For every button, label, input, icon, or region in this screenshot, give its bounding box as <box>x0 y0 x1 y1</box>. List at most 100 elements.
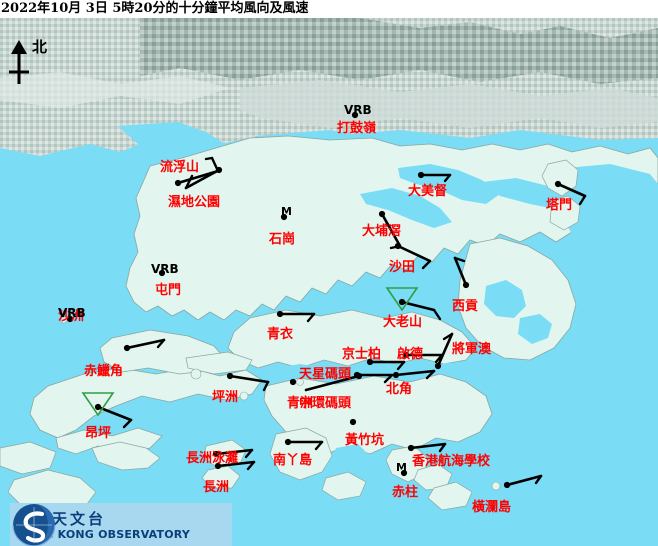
high-station-triangle-icon <box>385 287 419 312</box>
mountain-tag: M <box>281 206 292 217</box>
station-name-label: 黃竹坑 <box>345 433 385 448</box>
station-28[interactable]: 長洲 <box>203 481 229 494</box>
station-3[interactable]: 濕地公園 <box>168 196 220 209</box>
station-21[interactable]: 青洲 <box>287 397 313 410</box>
station-5[interactable]: 大美督 <box>408 185 447 198</box>
station-24[interactable]: 黃竹坑 <box>345 434 384 447</box>
station-17[interactable]: 將軍澳 <box>452 343 491 356</box>
station-15[interactable]: 京士柏 <box>342 348 381 361</box>
station-30[interactable]: 橫瀾島 <box>472 501 511 514</box>
station-13[interactable]: 青衣 <box>267 328 293 341</box>
wind-barb <box>304 374 361 392</box>
station-dot[interactable] <box>123 344 131 352</box>
station-29[interactable]: 赤柱 <box>392 486 418 499</box>
station-name-label: 大埔滘 <box>362 224 402 239</box>
station-dot[interactable] <box>417 171 425 179</box>
station-dot[interactable] <box>394 242 402 250</box>
wind-barb <box>286 440 324 451</box>
station-dot[interactable] <box>94 403 102 411</box>
station-name-label: 赤鱲角 <box>84 364 124 379</box>
station-1[interactable]: 打鼓嶺 <box>337 122 376 135</box>
station-dot[interactable] <box>214 462 222 470</box>
wind-barb <box>505 474 543 487</box>
station-dot[interactable] <box>402 351 410 359</box>
station-name-label: 大老山 <box>383 315 423 330</box>
station-11[interactable]: 西貢 <box>452 300 478 313</box>
station-name-label: 京士柏 <box>342 347 382 362</box>
wind-barb-layer <box>66 111 587 489</box>
station-dot[interactable] <box>407 444 415 452</box>
north-arrow: 北 <box>6 40 62 88</box>
station-name-label: 石崗 <box>269 232 296 247</box>
wind-barb <box>453 256 468 287</box>
station-27[interactable]: 香港航海學校 <box>412 455 490 468</box>
vrb-tag: VRB <box>151 263 179 275</box>
station-7[interactable]: 大埔滘 <box>362 225 401 238</box>
station-dot[interactable] <box>66 315 74 323</box>
station-dot[interactable] <box>158 269 166 277</box>
station-name-label: 長洲泳灘 <box>186 451 239 466</box>
station-name-label: 沙田 <box>389 260 416 275</box>
wind-barb <box>214 448 254 459</box>
station-name-label: 青洲 <box>287 396 314 411</box>
station-dot[interactable] <box>355 372 363 380</box>
station-dot[interactable] <box>462 281 470 289</box>
station-6[interactable]: 塔門 <box>546 199 572 212</box>
station-22[interactable]: 坪洲 <box>212 391 238 404</box>
station-dot[interactable] <box>212 450 220 458</box>
station-19[interactable]: 北角 <box>386 383 412 396</box>
station-16[interactable]: 啟德 <box>397 348 423 361</box>
station-dot[interactable] <box>434 362 442 370</box>
station-dot[interactable] <box>351 111 359 119</box>
vrb-label: VRB <box>151 262 179 276</box>
station-name-label: 屯門 <box>155 283 182 298</box>
station-name-label: 昂坪 <box>85 426 112 441</box>
vrb-tag: VRB <box>344 104 372 116</box>
station-name-label: 西貢 <box>452 299 479 314</box>
station-dot[interactable] <box>215 166 223 174</box>
station-name-label: 香港航海學校 <box>412 454 491 469</box>
station-20[interactable]: 中環碼頭 <box>299 397 351 410</box>
observatory-logo-icon <box>12 504 56 546</box>
station-dot[interactable] <box>276 310 284 318</box>
station-dot[interactable] <box>378 210 386 218</box>
station-dot[interactable] <box>503 481 511 489</box>
high-station-triangle-icon <box>81 392 115 417</box>
station-2[interactable]: 流浮山 <box>160 161 199 174</box>
station-name-label: 北角 <box>386 382 413 397</box>
station-dot[interactable] <box>349 418 357 426</box>
wind-barb <box>396 244 432 270</box>
map-geography <box>0 18 658 546</box>
hko-logo: 香港天文台 HONG KONG OBSERVATORY <box>10 503 232 546</box>
station-10[interactable]: 沙洲 <box>58 310 84 323</box>
north-label: 北 <box>32 38 48 56</box>
station-dot[interactable] <box>284 438 292 446</box>
station-dot[interactable] <box>280 213 288 221</box>
station-14[interactable]: 赤鱲角 <box>84 365 123 378</box>
station-name-label: 將軍澳 <box>452 342 492 357</box>
station-dot[interactable] <box>226 372 234 380</box>
wind-barb <box>436 332 454 368</box>
station-9[interactable]: 屯門 <box>155 284 181 297</box>
station-4[interactable]: 石崗 <box>269 233 295 246</box>
map-canvas[interactable]: 打鼓嶺 VRB 流浮山 濕地公園 石崗 M 大美督 塔門 大埔滘 沙田 屯門 VRB 沙洲 VRB 西貢 大老… <box>0 18 658 546</box>
station-23[interactable]: 昂坪 <box>85 427 111 440</box>
station-dot[interactable] <box>289 378 297 386</box>
station-name-label: 流浮山 <box>160 160 200 175</box>
station-26[interactable]: 南丫島 <box>273 454 312 467</box>
station-12[interactable]: 大老山 <box>383 316 422 329</box>
station-18[interactable]: 天星碼頭 <box>299 368 351 381</box>
station-dot[interactable] <box>554 180 562 188</box>
north-arrow-icon <box>9 40 29 84</box>
mountain-marker-label: M <box>281 205 292 218</box>
station-dot[interactable] <box>392 371 400 379</box>
station-8[interactable]: 沙田 <box>389 261 415 274</box>
mountain-marker-label: M <box>396 461 407 474</box>
station-25[interactable]: 長洲泳灘 <box>186 452 238 465</box>
station-name-label: 赤柱 <box>392 485 419 500</box>
station-dot[interactable] <box>398 298 406 306</box>
station-name-label: 南丫島 <box>273 453 313 468</box>
station-dot[interactable] <box>174 179 182 187</box>
station-dot[interactable] <box>400 469 408 477</box>
station-dot[interactable] <box>366 358 374 366</box>
